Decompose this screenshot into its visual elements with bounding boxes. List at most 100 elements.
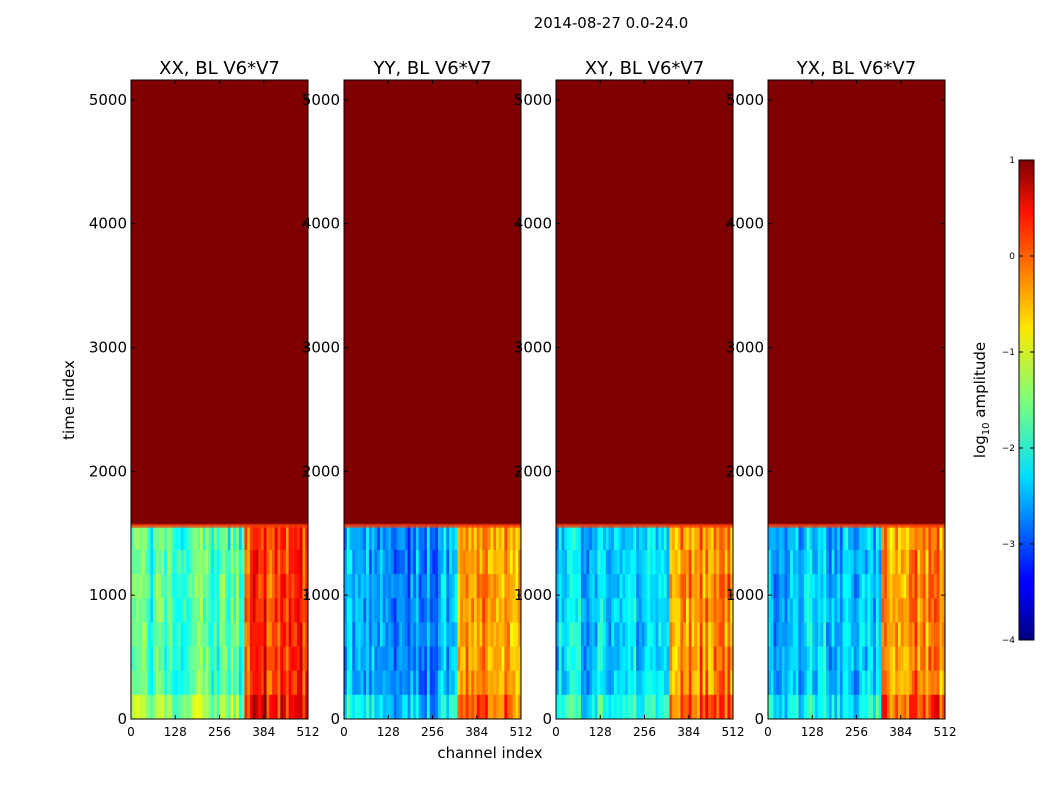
heatmap-cell	[496, 598, 500, 623]
heatmap-cell	[666, 670, 670, 696]
heatmap-cell	[147, 670, 151, 696]
heatmap-cell	[859, 525, 863, 551]
heatmap-cell	[440, 574, 444, 599]
heatmap-cell	[454, 694, 458, 720]
heatmap-cell	[136, 598, 140, 623]
heatmap-cell	[886, 549, 891, 575]
heatmap-cell	[404, 574, 409, 599]
heatmap-cell	[487, 622, 491, 647]
heatmap-cell	[440, 598, 444, 623]
heatmap-cell	[875, 549, 880, 575]
heatmap-cell	[178, 646, 182, 672]
heatmap-cell	[485, 646, 489, 672]
heatmap-cell	[790, 525, 794, 551]
heatmap-cell	[768, 598, 772, 623]
heatmap-cell	[650, 549, 654, 575]
heatmap-cell	[299, 646, 303, 672]
heatmap-cell	[507, 525, 511, 551]
heatmap-cell	[881, 574, 885, 599]
heatmap-cell	[558, 670, 562, 696]
heatmap-cell	[172, 670, 176, 696]
heatmap-cell	[139, 646, 143, 672]
heatmap-cell	[691, 670, 695, 696]
heatmap-cell	[260, 598, 265, 623]
heatmap-cell	[674, 694, 679, 720]
heatmap-cell	[705, 574, 709, 599]
heatmap-cell	[710, 574, 715, 599]
heatmap-cell	[614, 670, 618, 696]
heatmap-cell	[299, 549, 303, 575]
boundary-line	[344, 523, 521, 528]
heatmap-cell	[460, 622, 464, 647]
heatmap-cell	[856, 549, 860, 575]
heatmap-cell	[897, 549, 902, 575]
heatmap-cell	[859, 598, 863, 623]
x-tick-label: 384	[252, 725, 275, 739]
heatmap-cell	[255, 646, 259, 672]
heatmap-cell	[683, 694, 687, 720]
heatmap-cell	[674, 574, 679, 599]
heatmap-cell	[402, 549, 406, 575]
heatmap-cell	[603, 622, 607, 647]
heatmap-cell	[691, 525, 695, 551]
heatmap-cell	[413, 670, 417, 696]
heatmap-cell	[933, 646, 938, 672]
heatmap-cell	[842, 622, 846, 647]
heatmap-cell	[471, 622, 475, 647]
heatmap-cell	[636, 549, 640, 575]
heatmap-cell	[619, 598, 623, 623]
heatmap-cell	[446, 646, 450, 672]
heatmap-cell	[175, 598, 179, 623]
heatmap-cell	[183, 670, 187, 696]
heatmap-cell	[809, 622, 813, 647]
heatmap-cell	[183, 549, 187, 575]
heatmap-cell	[839, 525, 844, 551]
heatmap-cell	[884, 574, 888, 599]
heatmap-cell	[294, 525, 298, 551]
saturated-region	[768, 80, 945, 526]
heatmap-cell	[233, 670, 237, 696]
heatmap-cell	[719, 549, 723, 575]
heatmap-cell	[410, 549, 414, 575]
heatmap-cell	[889, 574, 893, 599]
heatmap-cell	[815, 646, 819, 672]
heatmap-cell	[591, 598, 596, 623]
heatmap-cell	[426, 694, 431, 720]
heatmap-cell	[605, 598, 609, 623]
heatmap-cell	[471, 574, 475, 599]
heatmap-cell	[853, 574, 857, 599]
heatmap-cell	[366, 574, 370, 599]
heatmap-cell	[815, 694, 819, 720]
heatmap-cell	[344, 670, 348, 696]
heatmap-cell	[638, 525, 643, 551]
heatmap-cell	[658, 549, 662, 575]
heatmap-cell	[407, 574, 411, 599]
heatmap-cell	[768, 670, 772, 696]
heatmap-cell	[597, 646, 601, 672]
heatmap-cell	[672, 549, 676, 575]
heatmap-cell	[263, 694, 267, 720]
heatmap-cell	[803, 574, 808, 599]
heatmap-cell	[600, 622, 604, 647]
heatmap-cell	[716, 549, 720, 575]
heatmap-cell	[591, 525, 596, 551]
heatmap-cell	[779, 574, 783, 599]
heatmap-cell	[178, 670, 182, 696]
heatmap-cell	[906, 694, 910, 720]
heatmap-cell	[699, 549, 703, 575]
x-tick-label: 0	[552, 725, 560, 739]
heatmap-cell	[379, 598, 384, 623]
heatmap-cell	[191, 670, 196, 696]
heatmap-cell	[468, 525, 472, 551]
heatmap-cell	[666, 622, 670, 647]
heatmap-cell	[191, 598, 196, 623]
heatmap-cell	[727, 670, 731, 696]
heatmap-cell	[230, 574, 234, 599]
heatmap-cell	[501, 598, 505, 623]
heatmap-cell	[685, 670, 690, 696]
heatmap-cell	[815, 525, 819, 551]
heatmap-cell	[812, 622, 816, 647]
heatmap-cell	[272, 646, 276, 672]
heatmap-cell	[724, 622, 728, 647]
heatmap-cell	[166, 525, 171, 551]
